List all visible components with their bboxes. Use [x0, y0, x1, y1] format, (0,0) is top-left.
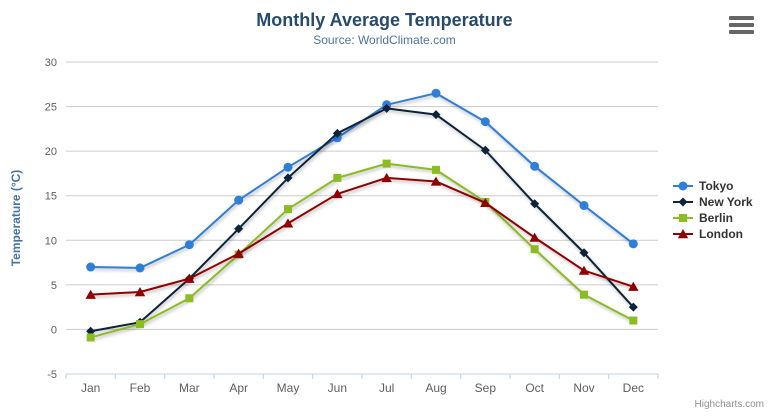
- legend-marker-shape: [678, 181, 688, 191]
- data-point-new-york-dec[interactable]: [628, 302, 638, 312]
- x-axis-label: Feb: [130, 381, 151, 395]
- legend-marker-square-icon: [673, 214, 693, 222]
- data-point-berlin-oct[interactable]: [530, 245, 539, 254]
- x-axis-label: Dec: [623, 381, 644, 395]
- legend-label: New York: [699, 195, 753, 209]
- data-point-tokyo-mar[interactable]: [184, 240, 194, 250]
- credits-link[interactable]: Highcharts.com: [694, 399, 764, 410]
- series-london: [85, 172, 639, 299]
- x-axis-label: Mar: [179, 381, 200, 395]
- hamburger-menu-icon: [729, 16, 754, 20]
- data-point-new-york-oct[interactable]: [530, 199, 540, 209]
- data-point-berlin-dec[interactable]: [629, 316, 638, 325]
- data-point-london-jul[interactable]: [381, 172, 392, 183]
- data-point-berlin-nov[interactable]: [580, 290, 588, 299]
- y-axis-tick-label: 25: [45, 102, 57, 114]
- data-point-new-york-apr[interactable]: [234, 224, 244, 234]
- series-tokyo: [86, 88, 638, 273]
- data-point-new-york-nov[interactable]: [579, 248, 589, 258]
- data-point-new-york-aug[interactable]: [431, 110, 441, 120]
- series-line-london: [90, 176, 634, 296]
- data-point-tokyo-apr[interactable]: [234, 195, 244, 205]
- y-axis-title: Temperature (°C): [9, 170, 23, 267]
- data-point-berlin-feb[interactable]: [136, 320, 144, 329]
- series-line-berlin: [90, 162, 634, 339]
- data-point-london-oct[interactable]: [529, 232, 540, 242]
- x-axis-label: Jun: [328, 381, 347, 395]
- data-point-berlin-aug[interactable]: [432, 165, 440, 174]
- legend-label: Tokyo: [699, 179, 734, 193]
- x-axis-label: Oct: [525, 381, 544, 395]
- data-point-tokyo-aug[interactable]: [431, 88, 441, 98]
- legend-marker-shape: [677, 229, 689, 239]
- data-point-london-may[interactable]: [282, 218, 294, 228]
- data-point-london-apr[interactable]: [233, 248, 244, 258]
- x-axis-label: Jul: [379, 381, 394, 395]
- data-point-berlin-jun[interactable]: [333, 173, 342, 182]
- export-menu-button[interactable]: [729, 16, 754, 34]
- x-axis-label: Sep: [475, 381, 497, 395]
- data-point-tokyo-oct[interactable]: [530, 161, 540, 171]
- x-axis-label: Jan: [81, 381, 100, 395]
- data-point-tokyo-nov[interactable]: [579, 201, 589, 211]
- data-point-new-york-sep[interactable]: [480, 145, 490, 155]
- data-point-london-nov[interactable]: [578, 265, 590, 275]
- y-axis-tick-label: 10: [45, 235, 57, 247]
- data-point-berlin-jan[interactable]: [86, 333, 95, 342]
- series-new-york: [86, 103, 638, 336]
- data-point-london-aug[interactable]: [430, 176, 442, 186]
- data-point-london-mar[interactable]: [184, 273, 195, 283]
- x-axis-label: Nov: [573, 381, 594, 395]
- data-point-tokyo-jan[interactable]: [86, 262, 96, 272]
- y-axis-tick-label: 5: [51, 280, 57, 292]
- data-point-london-feb[interactable]: [134, 286, 146, 297]
- data-point-berlin-mar[interactable]: [185, 294, 194, 303]
- legend-label: London: [699, 227, 743, 241]
- series-line-new-york: [90, 107, 635, 333]
- x-axis-label: May: [277, 381, 300, 395]
- series-line-tokyo: [90, 92, 634, 269]
- hamburger-menu-icon: [729, 30, 754, 34]
- data-point-tokyo-feb[interactable]: [135, 263, 145, 273]
- legend-marker-triangle-icon: [673, 229, 693, 239]
- data-point-london-jun[interactable]: [332, 188, 343, 199]
- legend-marker-diamond-icon: [673, 197, 693, 207]
- legend-item-tokyo[interactable]: Tokyo: [672, 178, 753, 194]
- data-point-tokyo-sep[interactable]: [480, 117, 490, 127]
- data-point-new-york-jun[interactable]: [332, 128, 342, 138]
- legend-item-berlin[interactable]: Berlin: [672, 210, 753, 226]
- legend-item-new-york[interactable]: New York: [672, 194, 753, 210]
- hamburger-menu-icon: [729, 23, 754, 27]
- y-axis-tick-label: 15: [45, 191, 57, 203]
- data-point-berlin-may[interactable]: [284, 205, 292, 214]
- data-point-tokyo-dec[interactable]: [628, 239, 638, 249]
- legend-item-london[interactable]: London: [672, 226, 753, 242]
- legend-marker-circle-icon: [673, 181, 693, 191]
- y-axis-tick-label: 20: [45, 146, 57, 158]
- x-axis-label: Aug: [425, 381, 446, 395]
- data-point-london-dec[interactable]: [628, 281, 639, 291]
- data-point-new-york-may[interactable]: [283, 173, 293, 183]
- data-point-tokyo-may[interactable]: [283, 162, 293, 172]
- legend-marker-shape: [679, 214, 687, 222]
- y-axis-tick-label: -5: [47, 369, 57, 381]
- legend-label: Berlin: [699, 211, 734, 225]
- data-point-london-sep[interactable]: [480, 197, 491, 208]
- data-point-new-york-jul[interactable]: [382, 103, 392, 113]
- legend-marker-shape: [678, 197, 688, 207]
- x-axis-label: Apr: [229, 381, 248, 395]
- legend: Tokyo New York Berlin London: [672, 178, 753, 242]
- data-point-london-jan[interactable]: [85, 289, 96, 299]
- y-axis-tick-label: 0: [51, 324, 57, 336]
- data-point-berlin-jul[interactable]: [382, 159, 391, 168]
- y-axis-tick-label: 30: [45, 57, 57, 69]
